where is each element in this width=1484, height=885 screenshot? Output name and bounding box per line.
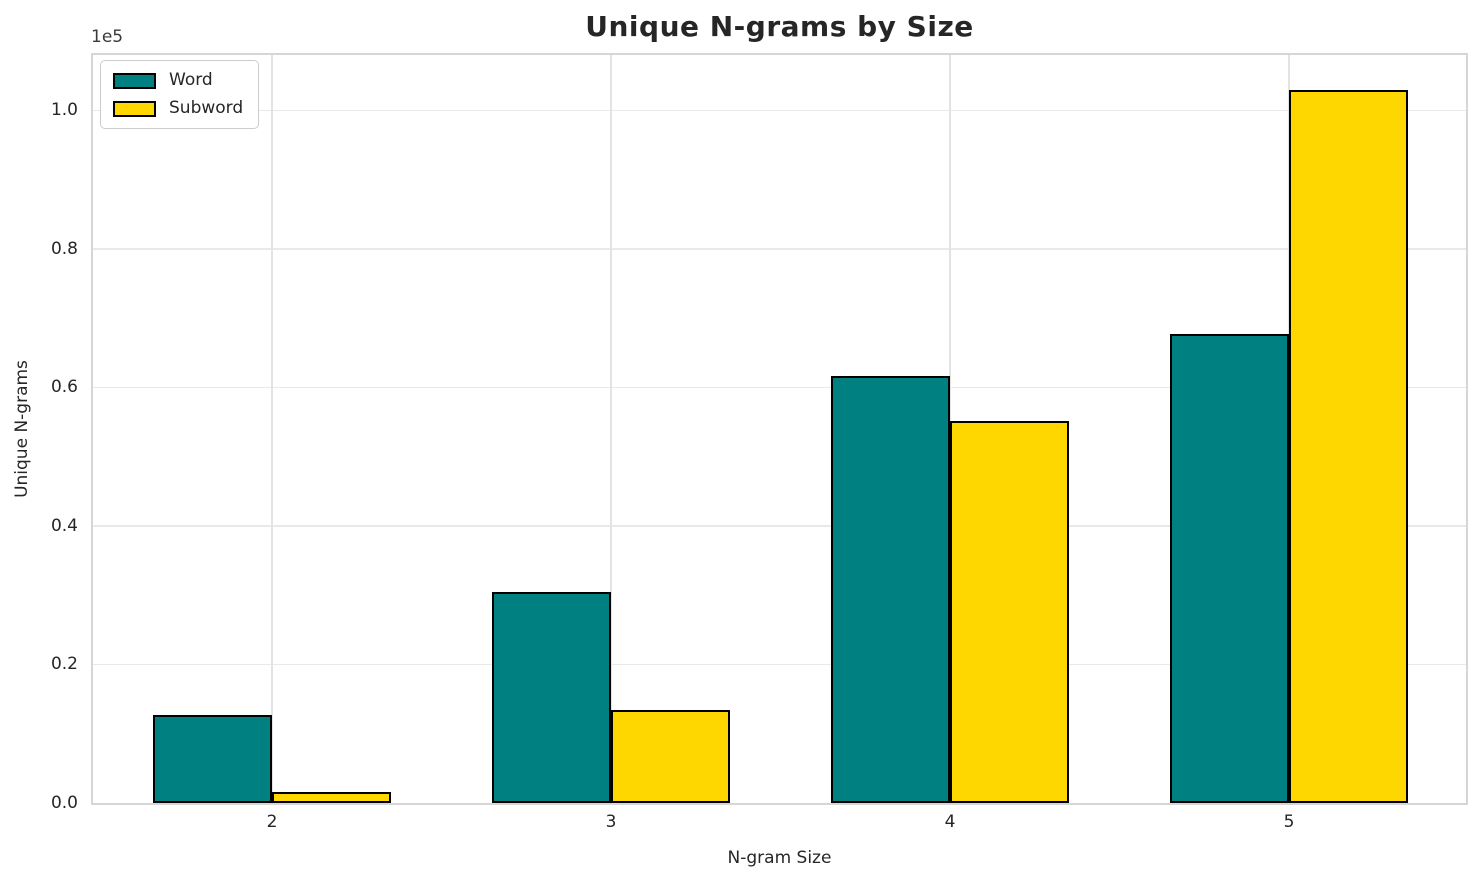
legend-label: Subword [169,98,244,118]
y-gridline [93,525,1466,527]
legend-item-subword: Subword [113,100,243,117]
x-tick-label: 5 [1283,812,1295,832]
bar-subword-3 [611,710,730,803]
bar-word-4 [831,376,950,803]
legend-swatch-subword [113,100,156,117]
bar-subword-4 [950,421,1069,803]
bar-word-5 [1170,334,1289,803]
legend-swatch-word [113,72,156,89]
y-tick-label: 0.6 [50,377,78,398]
y-tick-label: 0.2 [50,654,78,675]
x-tick-label: 3 [605,812,617,832]
x-axis-label: N-gram Size [727,848,832,868]
bar-subword-2 [272,792,391,803]
y-gridline [93,248,1466,250]
plot-area [91,53,1468,805]
x-tick-label: 2 [266,812,278,832]
x-gridline [610,55,612,803]
bar-word-2 [153,715,272,803]
y-tick-label: 0.4 [50,515,78,536]
x-gridline [271,55,273,803]
y-axis-offset-text: 1e5 [91,27,124,47]
bar-word-3 [492,592,611,803]
chart-title: Unique N-grams by Size [585,10,974,43]
legend: Word Subword [100,60,260,129]
bar-subword-5 [1289,90,1408,803]
legend-item-word: Word [113,72,243,89]
x-tick-label: 4 [944,812,956,832]
y-tick-label: 0.0 [50,793,78,813]
y-gridline [93,663,1466,666]
y-tick-label: 0.8 [50,238,78,259]
legend-label: Word [169,70,213,90]
y-gridline [93,386,1466,389]
y-tick-label: 1.0 [50,100,78,121]
y-gridline [93,109,1466,112]
